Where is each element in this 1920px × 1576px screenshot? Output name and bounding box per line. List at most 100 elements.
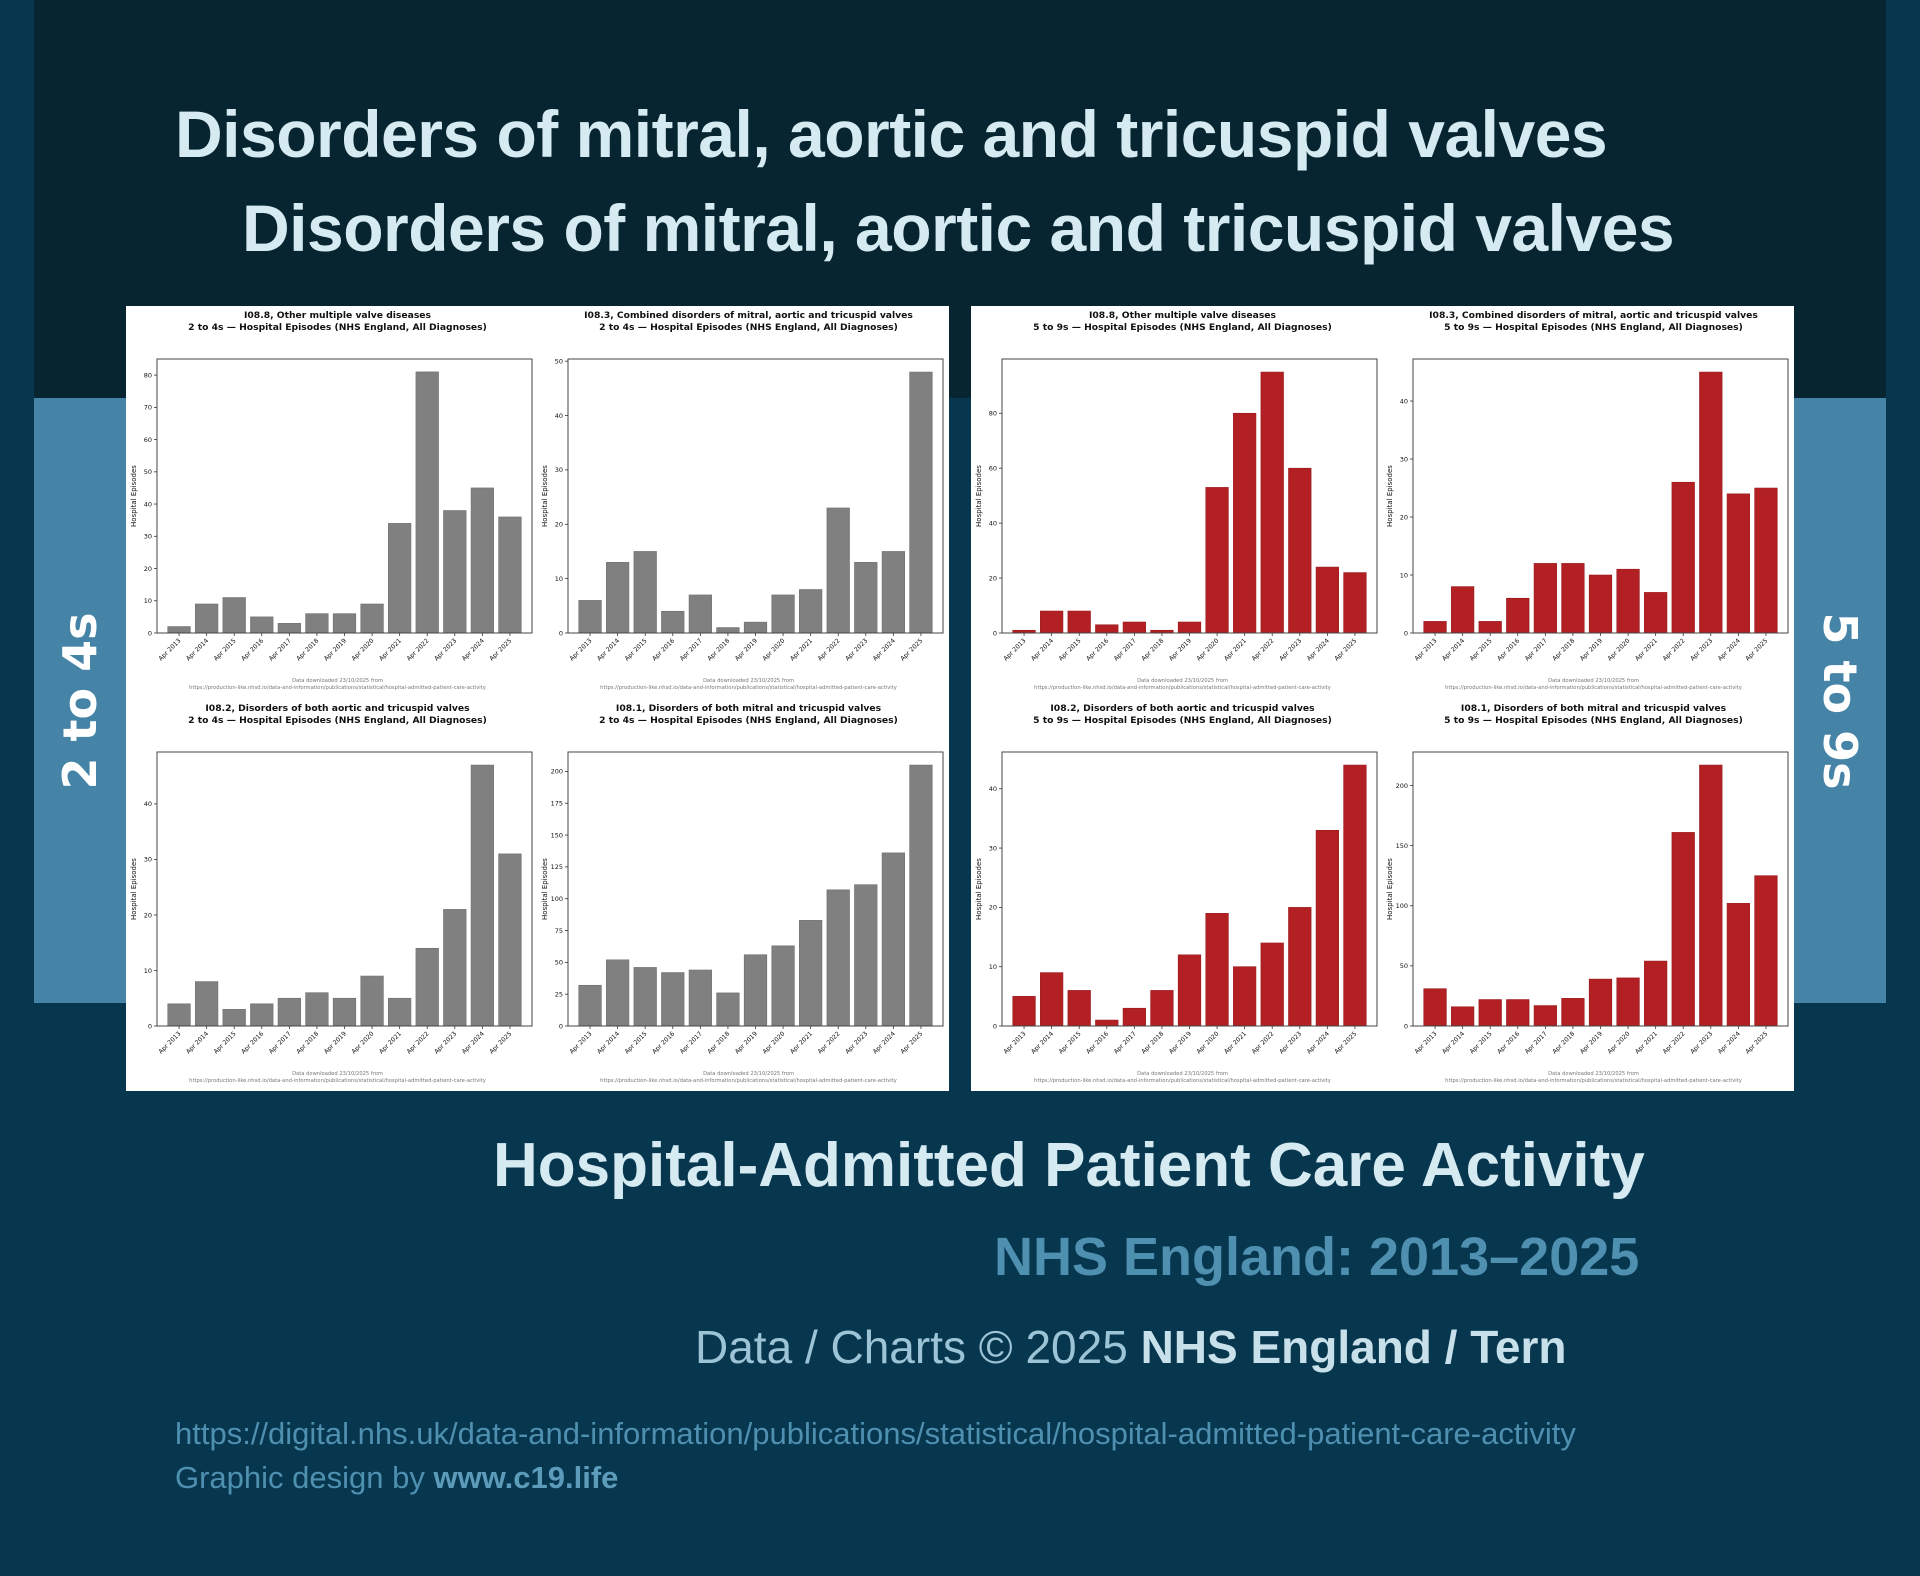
bar (332, 997, 357, 1027)
x-tick-label: Apr 2014 (596, 637, 621, 662)
x-tick-label: Apr 2018 (1140, 637, 1165, 662)
chart-footnote-line-2: https://production-like.nhsd.io/data-and… (600, 1078, 897, 1084)
chart-footnote-line-2: https://production-like.nhsd.io/data-and… (1034, 1078, 1331, 1084)
bar (1288, 467, 1312, 634)
y-tick-label: 60 (989, 464, 997, 472)
bar (305, 992, 329, 1027)
bar (360, 975, 384, 1027)
bar (1343, 572, 1367, 634)
plot-frame (567, 751, 944, 1027)
x-tick-label: Apr 2018 (295, 1030, 320, 1055)
chart-footnote-line-1: Data downloaded 23/10/2025 from (703, 1071, 794, 1077)
x-tick-label: Apr 2018 (1551, 637, 1576, 662)
x-tick-label: Apr 2019 (734, 637, 759, 662)
footer-subheading: NHS England: 2013–2025 (994, 1227, 1640, 1287)
bar (578, 984, 602, 1027)
plot-frame (1001, 358, 1378, 634)
chart-panel-5-to-9: I08.8, Other multiple valve diseases 5 to… (971, 306, 1794, 1091)
chart-title: I08.1, Disorders of both mitral and tric… (1461, 703, 1727, 714)
y-tick-label: 30 (989, 844, 997, 852)
y-tick-label: 10 (144, 597, 152, 605)
age-band-left: 2 to 4s (34, 398, 126, 1003)
bar (498, 853, 522, 1027)
bar (388, 523, 412, 634)
plot-frame (1412, 751, 1789, 1027)
x-tick-label: Apr 2013 (1413, 1030, 1438, 1055)
design-link[interactable]: www.c19.life (433, 1460, 619, 1495)
bar (661, 972, 685, 1027)
y-tick-label: 200 (551, 768, 563, 776)
x-tick-label: Apr 2015 (1469, 1030, 1494, 1055)
bar (443, 909, 467, 1027)
bar (606, 562, 630, 634)
bar (799, 589, 823, 634)
bar (1506, 999, 1530, 1027)
x-tick-label: Apr 2020 (761, 637, 786, 662)
y-axis-label: Hospital Episodes (1386, 858, 1394, 920)
y-tick-label: 20 (144, 565, 152, 573)
x-tick-label: Apr 2021 (789, 1030, 814, 1055)
bar (1122, 621, 1146, 634)
y-tick-label: 80 (989, 410, 997, 418)
plot-frame (567, 358, 944, 634)
bar (1040, 972, 1064, 1027)
x-tick-label: Apr 2025 (488, 1030, 513, 1055)
y-axis-label: Hospital Episodes (541, 465, 549, 527)
bar (1205, 487, 1229, 634)
chart-subtitle: 2 to 4s — Hospital Episodes (NHS England… (188, 322, 487, 333)
bar (1616, 977, 1640, 1027)
x-tick-label: Apr 2013 (157, 637, 182, 662)
y-tick-label: 200 (1396, 782, 1408, 790)
x-tick-label: Apr 2016 (1085, 637, 1110, 662)
y-tick-label: 0 (993, 1022, 997, 1030)
y-tick-label: 10 (1400, 571, 1408, 579)
bar (606, 959, 630, 1027)
bar (415, 371, 439, 634)
x-tick-label: Apr 2015 (624, 1030, 649, 1055)
x-tick-label: Apr 2023 (433, 637, 458, 662)
bar (1177, 954, 1202, 1027)
footer-credit: Data / Charts © 2025 NHS England / Tern (695, 1320, 1567, 1374)
x-tick-label: Apr 2018 (706, 1030, 731, 1055)
x-tick-label: Apr 2019 (1579, 1030, 1604, 1055)
chart-panel-2-to-4: I08.8, Other multiple valve diseases 2 to… (126, 306, 949, 1091)
bar (1754, 487, 1778, 634)
bar (1616, 568, 1640, 634)
x-tick-label: Apr 2016 (240, 1030, 265, 1055)
y-tick-label: 70 (144, 404, 152, 412)
y-tick-label: 40 (144, 500, 152, 508)
bar (1754, 875, 1778, 1027)
chart-subtitle: 5 to 9s — Hospital Episodes (NHS England… (1444, 715, 1743, 726)
x-tick-label: Apr 2022 (1251, 637, 1276, 662)
y-tick-label: 50 (1400, 962, 1408, 970)
bar (1315, 566, 1339, 634)
x-tick-label: Apr 2020 (1606, 637, 1631, 662)
x-tick-label: Apr 2025 (1744, 1030, 1769, 1055)
y-tick-label: 30 (144, 856, 152, 864)
y-tick-label: 20 (144, 911, 152, 919)
x-tick-label: Apr 2015 (1058, 637, 1083, 662)
bar (716, 627, 740, 634)
x-tick-label: Apr 2021 (789, 637, 814, 662)
chart-footnote-line-2: https://production-like.nhsd.io/data-and… (1445, 1078, 1742, 1084)
x-tick-label: Apr 2021 (1223, 1030, 1248, 1055)
x-tick-label: Apr 2015 (1469, 637, 1494, 662)
x-tick-label: Apr 2023 (844, 637, 869, 662)
bar (799, 920, 823, 1027)
y-tick-label: 150 (551, 831, 563, 839)
y-tick-label: 75 (555, 927, 563, 935)
x-tick-label: Apr 2025 (1744, 637, 1769, 662)
bar (1644, 960, 1668, 1027)
chart-4: I08.1, Disorders of both mitral and tric… (541, 703, 944, 1084)
x-tick-label: Apr 2022 (406, 1030, 431, 1055)
y-tick-label: 30 (1400, 455, 1408, 463)
source-url-link[interactable]: https://digital.nhs.uk/data-and-informat… (175, 1416, 1576, 1451)
x-tick-label: Apr 2015 (213, 1030, 238, 1055)
bar (332, 613, 357, 634)
y-axis-label: Hospital Episodes (541, 858, 549, 920)
chart-footnote-line-1: Data downloaded 23/10/2025 from (1137, 678, 1228, 684)
chart-title: I08.2, Disorders of both aortic and tric… (1050, 703, 1315, 714)
bar (277, 997, 301, 1027)
bar (1726, 493, 1750, 634)
footer-heading: Hospital-Admitted Patient Care Activity (493, 1131, 1645, 1200)
